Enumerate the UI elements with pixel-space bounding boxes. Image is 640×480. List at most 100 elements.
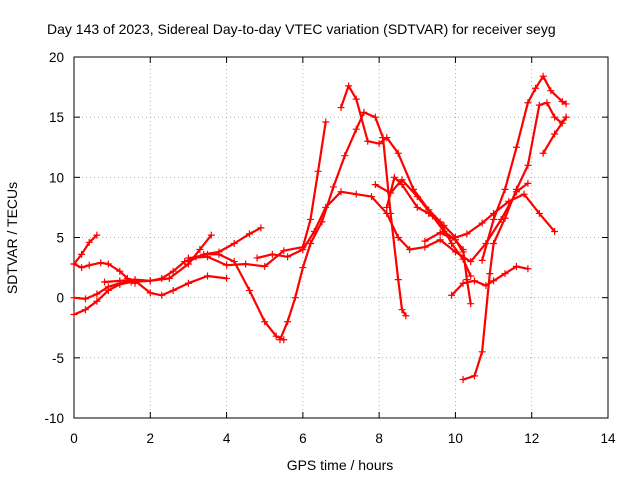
data-point <box>535 209 543 217</box>
data-point <box>158 291 166 299</box>
x-tick-label: 2 <box>147 431 155 446</box>
series-track-16 <box>478 72 570 264</box>
data-point <box>371 181 379 189</box>
x-axis: 0 2 4 6 8 10 12 14 <box>70 57 616 446</box>
x-tick-label: 0 <box>70 431 78 446</box>
data-point <box>467 300 475 308</box>
data-point <box>371 113 379 121</box>
data-point <box>104 283 112 291</box>
data-point <box>368 193 376 201</box>
data-point <box>406 246 414 254</box>
data-point <box>284 253 292 261</box>
data-point <box>486 270 494 278</box>
data-point <box>394 234 402 241</box>
data-point <box>245 230 253 238</box>
series-track-17 <box>539 113 570 157</box>
data-point <box>196 246 204 254</box>
data-point <box>467 272 475 280</box>
data-point <box>501 270 509 278</box>
series-line <box>278 111 407 341</box>
y-tick-label: -5 <box>52 351 64 366</box>
y-axis-label: SDTVAR / TECUs <box>4 182 20 294</box>
data-point <box>551 227 559 235</box>
data-point <box>390 173 398 181</box>
series-line <box>374 178 472 305</box>
data-point <box>242 260 250 268</box>
data-point <box>448 240 456 248</box>
data-point <box>440 221 448 229</box>
data-point <box>169 286 177 294</box>
data-point <box>97 259 105 267</box>
series-track-1 <box>70 231 101 268</box>
series-track-3 <box>70 231 215 319</box>
data-point <box>375 140 383 148</box>
data-point <box>200 250 208 258</box>
series-line <box>481 75 568 262</box>
data-point <box>207 231 215 239</box>
data-point <box>245 286 253 294</box>
data-point <box>478 256 486 264</box>
x-tick-label: 4 <box>223 431 231 446</box>
data-point <box>85 238 93 246</box>
series-line <box>187 120 327 268</box>
data-point <box>459 375 467 383</box>
y-tick-label: 5 <box>56 231 64 246</box>
data-point <box>471 277 478 285</box>
data-point <box>146 289 154 297</box>
data-point <box>165 274 173 282</box>
data-point <box>345 82 353 90</box>
data-point <box>524 179 532 187</box>
data-point <box>490 240 498 248</box>
series-track-7 <box>184 224 265 266</box>
data-point <box>421 237 429 245</box>
series-line <box>103 253 285 341</box>
data-point <box>253 254 261 262</box>
data-point <box>93 290 101 298</box>
data-point <box>204 272 211 280</box>
x-tick-label: 8 <box>375 431 383 446</box>
chart-title: Day 143 of 2023, Sidereal Day-to-day VTE… <box>47 21 556 37</box>
series-track-4 <box>70 272 231 303</box>
series-track-13 <box>421 229 467 256</box>
data-point <box>322 118 330 126</box>
data-point <box>539 149 547 157</box>
series-track-15 <box>459 99 570 383</box>
data-point <box>425 209 433 217</box>
data-point <box>448 291 456 299</box>
y-tick-label: 15 <box>49 110 64 125</box>
data-point <box>146 277 154 285</box>
data-point <box>276 336 284 344</box>
data-point <box>280 247 288 255</box>
data-point <box>459 279 467 287</box>
data-point <box>81 306 89 314</box>
series-track-12 <box>383 173 559 241</box>
y-axis: -10 -5 0 5 10 15 20 <box>44 50 608 426</box>
x-tick-label: 10 <box>448 431 463 446</box>
data-point <box>184 279 192 287</box>
data-point <box>543 99 551 107</box>
data-point <box>116 267 124 275</box>
data-point <box>306 215 314 223</box>
data-point <box>223 261 231 269</box>
data-point <box>104 260 112 268</box>
data-point <box>512 143 520 151</box>
data-point <box>314 167 322 175</box>
data-point <box>535 101 543 109</box>
data-point <box>524 265 532 273</box>
data-point <box>402 312 410 320</box>
data-point <box>383 203 391 211</box>
data-point <box>291 294 299 302</box>
series-line <box>72 234 213 316</box>
data-point <box>257 224 265 232</box>
data-point <box>451 236 459 244</box>
data-point <box>78 250 86 258</box>
data-point <box>394 149 402 157</box>
data-point <box>261 262 269 270</box>
x-tick-label: 14 <box>600 431 616 446</box>
data-point <box>158 274 166 282</box>
data-point <box>78 264 86 272</box>
data-point <box>547 87 555 95</box>
series-track-9 <box>276 108 410 344</box>
data-point <box>387 209 395 217</box>
data-point <box>184 258 192 266</box>
